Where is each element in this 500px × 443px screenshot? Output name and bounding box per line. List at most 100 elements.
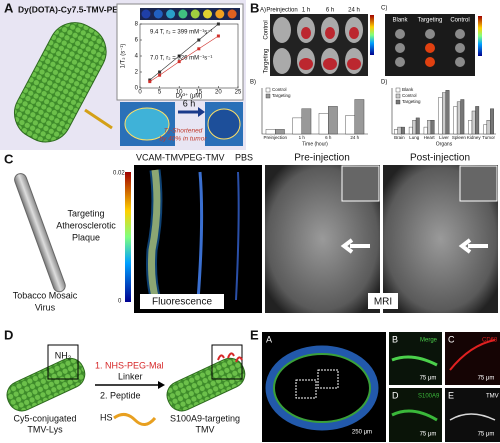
bar (328, 106, 338, 135)
virus-label: Virus (35, 302, 56, 312)
x-tick-label: Liver (439, 135, 449, 140)
legend-entry: 7.0 T, r₂ = 326 mM⁻¹s⁻¹ (150, 56, 212, 62)
virus-label: Tobacco Mosaic (13, 290, 78, 300)
sub-label: A) (260, 8, 266, 14)
bar (354, 99, 365, 135)
sample-tube (227, 9, 237, 19)
bar (475, 106, 480, 135)
point (197, 47, 201, 51)
sample-tube (190, 9, 200, 19)
row-label: Targeting (264, 49, 270, 74)
arrow (340, 238, 370, 254)
bar (445, 90, 450, 135)
zoom-box (211, 344, 243, 380)
bar (490, 108, 494, 135)
colorbar (370, 15, 374, 55)
artery-glow (146, 169, 163, 302)
bar (408, 126, 413, 135)
tmv-rod (166, 357, 246, 412)
signal (299, 58, 313, 70)
y-tick-label: 2 (135, 70, 139, 76)
x-tick-label: 0 (138, 90, 142, 96)
bar (430, 119, 435, 135)
sample-tube (141, 9, 151, 19)
sample-strip (140, 8, 240, 20)
signal (347, 58, 361, 70)
bar (483, 124, 488, 135)
sub-label: B) (250, 80, 256, 86)
bar (412, 119, 417, 135)
legend-entry: 9.4 T, r₂ = 399 mM⁻¹s⁻¹ (150, 30, 212, 36)
sample-tube (178, 9, 188, 19)
sub-label: C (448, 334, 455, 344)
mouse (273, 17, 291, 43)
column-label: PBS (235, 152, 253, 162)
sub-label: A (266, 334, 272, 344)
bar (423, 126, 428, 135)
rod-label: TMV (196, 424, 215, 434)
time-label: 6 h (326, 8, 334, 14)
column-label: Blank (392, 18, 408, 24)
point (216, 22, 220, 26)
bar (427, 119, 432, 135)
x-tick-label: 5 (158, 90, 162, 96)
column-label: Targeting (418, 18, 443, 24)
x-tick-label: Spleen (452, 135, 467, 140)
organ (455, 43, 465, 53)
legend-entry: Blank (402, 87, 414, 92)
tmv-rod (6, 357, 86, 412)
mouse (273, 48, 291, 74)
sample-tube (153, 9, 163, 19)
column-label: Control (450, 18, 469, 24)
bar (292, 117, 302, 135)
stain-label: S100A9 (418, 394, 440, 400)
image-e (445, 388, 500, 442)
point (158, 73, 162, 77)
bar (471, 110, 476, 135)
sub-label: C) (381, 6, 387, 12)
stain (449, 413, 496, 421)
fluorescence-label: Fluorescence (152, 297, 212, 308)
x-tick-label: 6 h (325, 135, 332, 140)
signal (349, 27, 359, 39)
sub-label: E (448, 390, 454, 400)
point (177, 60, 181, 64)
panel-title: Dy(DOTA)-Cy7.5-TMV-PEG-DGEA (18, 4, 152, 14)
step-1: 1. NHS-PEG-Mal (95, 360, 164, 370)
organ (425, 43, 435, 53)
x-tick-label: 15 (195, 90, 202, 96)
point (158, 70, 162, 74)
arrowhead (198, 107, 205, 117)
stain-label: CD68 (482, 338, 498, 344)
x-tick-label: 25 (235, 90, 242, 96)
x-tick-label: Preinjection (263, 135, 287, 140)
stain (391, 409, 438, 422)
artery-signal (235, 171, 240, 301)
bar (438, 96, 443, 135)
bar (397, 126, 402, 135)
arrow (458, 238, 488, 254)
mri-zoom (459, 165, 498, 202)
time-label: 24 h (348, 8, 360, 14)
organ (395, 57, 405, 67)
bar (265, 129, 276, 135)
organ (395, 29, 405, 39)
x-tick-label: Lung (409, 135, 420, 140)
mri-label: MRI (374, 297, 392, 308)
y-tick-label: 4 (135, 54, 139, 60)
organ (395, 43, 405, 53)
scale-label: 75 μm (420, 432, 437, 438)
colorbar-max: 0.02 (113, 171, 125, 177)
organ (425, 57, 435, 67)
point (216, 34, 220, 38)
arrowhead (158, 381, 165, 389)
x-axis-label: Organs (436, 141, 453, 147)
row-label: Control (264, 20, 270, 39)
x-tick-label: 24 h (350, 135, 359, 140)
thiol: HS (100, 412, 113, 422)
rod-label: S100A9-targeting (170, 413, 240, 423)
y-tick-label: 0 (135, 86, 139, 92)
x-tick-label: 10 (176, 90, 183, 96)
stain (449, 339, 496, 371)
peptides (217, 352, 243, 363)
